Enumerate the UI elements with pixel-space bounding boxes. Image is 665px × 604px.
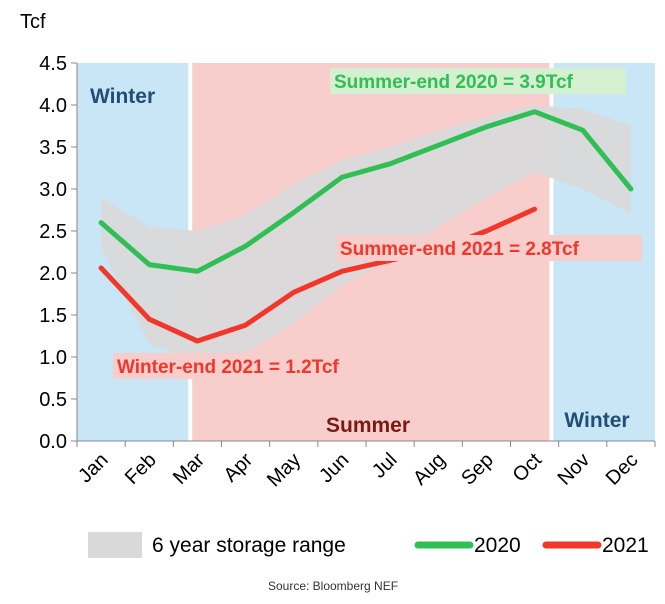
y-tick-label: 2.0 (39, 263, 67, 285)
callouts: Summer-end 2020 = 3.9Tcf Summer-end 2021 … (113, 68, 642, 379)
storage-range (101, 105, 631, 362)
y-tick-label: 4.5 (39, 53, 67, 75)
band-label-1: Summer (326, 414, 410, 437)
x-tick-label: Jan (74, 449, 112, 487)
y-tick-label: 4.0 (39, 95, 67, 117)
band-label-2: Winter (564, 409, 629, 432)
callout-text-0: Summer-end 2020 = 3.9Tcf (334, 72, 574, 93)
x-tick-label: Mar (169, 449, 209, 489)
y-tick-label: 3.5 (39, 137, 67, 159)
x-tick-label: Sep (457, 449, 498, 490)
callout-bg-2 (113, 353, 403, 379)
y-tick-label: 0.5 (39, 389, 67, 411)
legend: 6 year storage range 2020 2021 (88, 532, 649, 558)
y-tick-label: 0.0 (39, 431, 67, 453)
band-labels: Winter Summer Winter (90, 85, 630, 437)
series-line-2020 (98, 109, 634, 274)
x-tick-label: May (263, 449, 305, 491)
x-tick-label: Dec (602, 449, 643, 490)
x-tick-label: Aug (409, 449, 450, 490)
y-tick-label: 2.5 (39, 221, 67, 243)
storage-range-area (101, 105, 631, 362)
x-tick-label: Jun (315, 449, 353, 487)
legend-range-label: 6 year storage range (152, 534, 346, 557)
y-axis-label: Tcf (20, 11, 46, 33)
y-tick-label: 1.5 (39, 305, 67, 327)
legend-label-2021: 2021 (602, 534, 649, 557)
y-tick-label: 3.0 (39, 179, 67, 201)
callout-bg-0 (330, 68, 626, 94)
y-tick-label: 1.0 (39, 347, 67, 369)
x-tick-label: Oct (509, 449, 547, 487)
axes: 0.0 0.5 1.0 1.5 2.0 2.5 3.0 3.5 4.0 4.5 Jan Feb Mar… (20, 11, 656, 491)
x-tick-label: Apr (220, 449, 258, 487)
x-tick-label: Feb (121, 449, 161, 489)
x-tick-label: Nov (554, 449, 595, 490)
callout-text-2: Winter-end 2021 = 1.2Tcf (117, 357, 339, 378)
x-ticks: Jan Feb Mar Apr May Jun Jul Aug Sep Oct Nov Dec (74, 441, 656, 491)
legend-range-swatch (88, 532, 142, 558)
callout-text-1: Summer-end 2021 = 2.8Tcf (340, 239, 580, 260)
band-label-0: Winter (90, 85, 155, 108)
y-ticks: 0.0 0.5 1.0 1.5 2.0 2.5 3.0 3.5 4.0 4.5 (39, 53, 77, 453)
legend-label-2020: 2020 (474, 534, 521, 557)
source-note: Source: Bloomberg NEF (268, 579, 398, 593)
callout-bg-1 (336, 235, 642, 261)
x-tick-label: Jul (368, 449, 402, 483)
